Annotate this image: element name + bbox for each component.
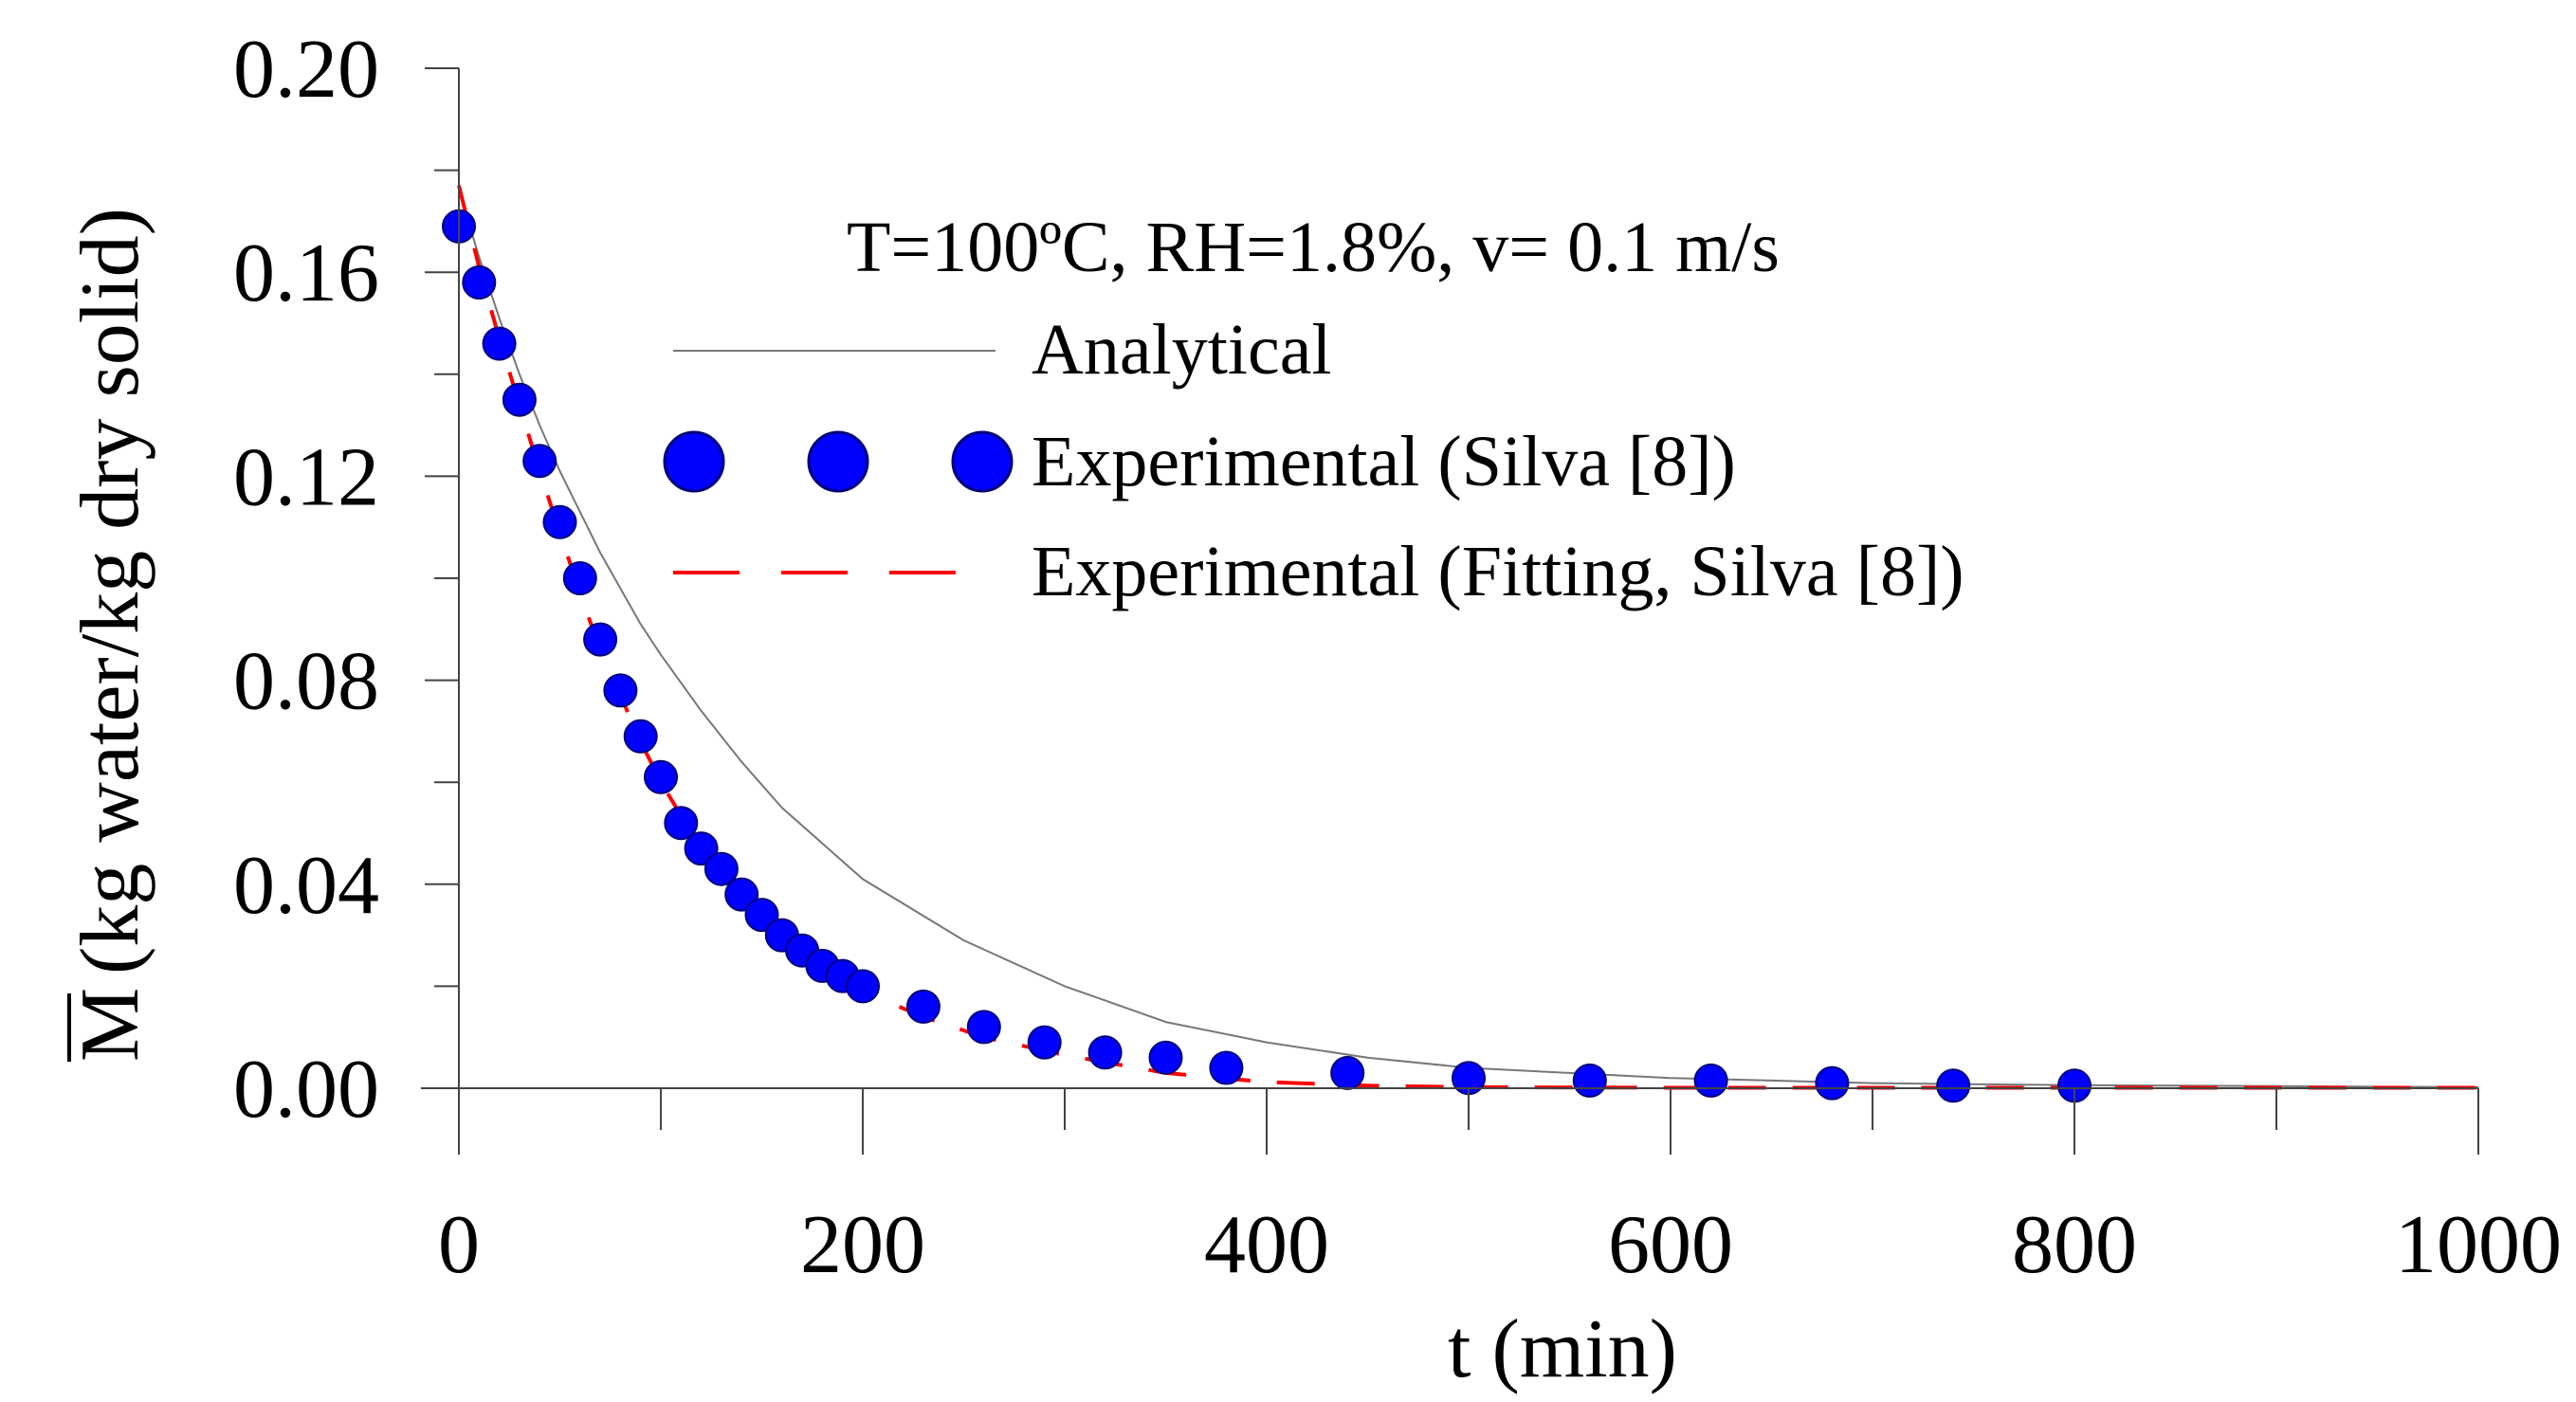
axes <box>421 67 2479 1155</box>
x-axis-title: t (min) <box>1448 1303 1677 1395</box>
y-tick-label: 0.00 <box>233 1044 379 1136</box>
condition-annotation: T=100ºC, RH=1.8%, v= 0.1 m/s <box>847 208 1780 287</box>
x-tick-label: 1000 <box>2395 1199 2562 1291</box>
experimental-point <box>1148 1040 1183 1075</box>
experimental-point <box>623 719 658 754</box>
x-tick-label: 600 <box>1608 1199 1733 1291</box>
experimental-point <box>846 969 880 1004</box>
experimental-point <box>542 504 577 539</box>
plot-area <box>442 185 2479 1103</box>
experimental-point <box>1209 1050 1244 1085</box>
legend-experimental-marker <box>663 430 725 493</box>
x-tick-label: 800 <box>2012 1199 2137 1291</box>
experimental-point <box>664 806 699 841</box>
experimental-point <box>966 1010 1001 1045</box>
legend: Analytical Experimental (Silva [8]) Expe… <box>663 310 1964 611</box>
experimental-point <box>522 444 557 479</box>
experimental-point <box>603 673 638 708</box>
x-tick-label: 0 <box>438 1199 480 1291</box>
experimental-point <box>644 759 678 794</box>
experimental-point <box>1815 1065 1850 1101</box>
legend-experimental-label: Experimental (Silva [8]) <box>1032 422 1736 501</box>
experimental-point <box>1572 1063 1607 1098</box>
experimental-point <box>1330 1055 1365 1090</box>
experimental-point <box>905 989 941 1024</box>
legend-analytical-label: Analytical <box>1032 310 1332 390</box>
experimental-point <box>684 831 719 866</box>
experimental-point <box>1087 1035 1123 1070</box>
experimental-point <box>703 851 739 886</box>
experimental-point <box>562 561 597 595</box>
analytical-curve <box>458 190 2479 1088</box>
experimental-point <box>1936 1068 1971 1103</box>
y-axis-symbol: M <box>64 988 156 1062</box>
y-tick-label: 0.20 <box>233 24 379 116</box>
experimental-point <box>583 622 618 657</box>
experimental-point <box>744 898 779 933</box>
experimental-point <box>502 382 537 417</box>
y-tick-label: 0.04 <box>233 840 379 932</box>
legend-fitting-label: Experimental (Fitting, Silva [8]) <box>1032 532 1964 611</box>
y-axis-title: M (kg water/kg dry solid) <box>64 208 156 1062</box>
experimental-point <box>482 326 517 361</box>
y-tick-label: 0.12 <box>233 431 379 523</box>
experimental-point <box>724 877 759 912</box>
legend-experimental-marker <box>807 430 869 493</box>
tick-labels: 0.00 0.04 0.08 0.12 0.16 0.20 0 200 400 600 800 100… <box>233 24 2562 1291</box>
fitting-curve <box>457 185 2478 1090</box>
y-tick-label: 0.08 <box>233 636 379 728</box>
y-tick-label: 0.16 <box>233 228 379 319</box>
x-tick-label: 400 <box>1204 1199 1329 1291</box>
legend-experimental-marker <box>951 430 1014 493</box>
experimental-point <box>1693 1063 1728 1098</box>
experimental-point <box>462 265 497 300</box>
experimental-point <box>1027 1025 1062 1060</box>
x-tick-label: 200 <box>800 1199 925 1291</box>
y-axis-units: (kg water/kg dry solid) <box>64 208 156 974</box>
